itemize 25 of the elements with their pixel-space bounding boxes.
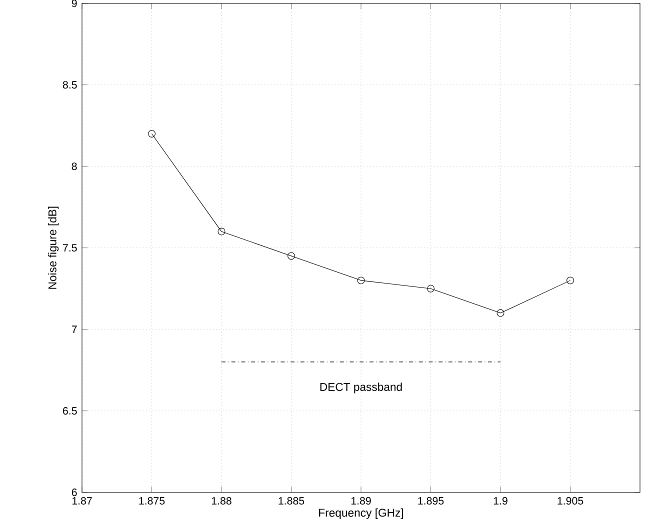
x-tick-label: 1.905 bbox=[558, 497, 584, 505]
x-tick-label: 1.88 bbox=[212, 497, 232, 505]
y-tick-label: 6.5 bbox=[63, 407, 77, 415]
point bbox=[496, 309, 504, 317]
point bbox=[218, 228, 226, 236]
point bbox=[566, 276, 574, 284]
y-tick-label: 7 bbox=[72, 326, 77, 334]
y-tick-label: 8 bbox=[72, 162, 77, 170]
x-tick-label: 1.87 bbox=[72, 497, 92, 505]
y-tick-label: 9 bbox=[72, 0, 77, 8]
point bbox=[427, 284, 434, 292]
x-tick-label: 1.875 bbox=[139, 497, 165, 505]
x-tick-label: 1.895 bbox=[418, 497, 444, 505]
x-tick-label: 1.9 bbox=[494, 497, 508, 505]
x-axis-title: Frequency [GHz] bbox=[319, 508, 404, 519]
y-tick-label: 6 bbox=[72, 488, 77, 496]
point bbox=[288, 252, 295, 260]
x-tick-label: 1.89 bbox=[351, 497, 371, 505]
series-label: DECT passband bbox=[320, 382, 402, 394]
point bbox=[148, 130, 156, 138]
point bbox=[357, 276, 365, 284]
y-axis-title: Noise figure [dB] bbox=[48, 206, 59, 289]
y-tick-label: 8.5 bbox=[62, 81, 77, 89]
x-tick-label: 1.885 bbox=[278, 497, 304, 505]
y-tick-label: 7.5 bbox=[63, 244, 77, 252]
